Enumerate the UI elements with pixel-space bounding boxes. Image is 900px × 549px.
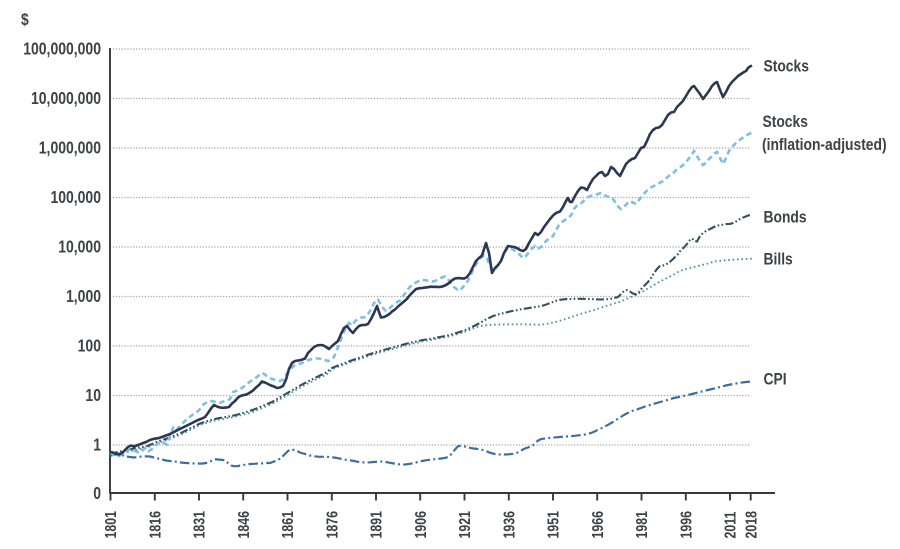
svg-text:2011: 2011 [721,511,739,538]
svg-text:1891: 1891 [367,511,385,539]
svg-text:1831: 1831 [190,511,208,539]
svg-text:1: 1 [93,436,101,455]
svg-text:1,000,000: 1,000,000 [39,139,101,158]
svg-text:1816: 1816 [146,511,164,539]
svg-text:10,000: 10,000 [58,238,101,257]
svg-text:100,000: 100,000 [50,189,101,208]
svg-text:Stocks: Stocks [763,113,808,131]
svg-text:2018: 2018 [742,511,760,539]
svg-text:10,000,000: 10,000,000 [31,90,101,109]
svg-text:$: $ [21,11,29,30]
svg-text:Stocks: Stocks [764,57,809,75]
svg-text:1861: 1861 [279,511,297,539]
svg-text:1951: 1951 [544,511,562,539]
svg-text:(inflation-adjusted): (inflation-adjusted) [762,136,887,154]
svg-text:Bills: Bills [764,250,793,268]
svg-text:10: 10 [85,387,101,406]
svg-text:100,000,000: 100,000,000 [23,40,101,59]
svg-text:0: 0 [93,485,101,504]
svg-text:100: 100 [78,337,102,356]
svg-text:1846: 1846 [234,511,252,539]
svg-text:1,000: 1,000 [66,288,101,307]
svg-text:1936: 1936 [500,511,518,539]
svg-text:1981: 1981 [633,511,651,539]
svg-text:1906: 1906 [412,511,430,539]
svg-text:Bonds: Bonds [764,208,807,226]
svg-text:1801: 1801 [102,511,120,539]
svg-text:CPI: CPI [764,370,787,388]
svg-text:1966: 1966 [589,511,607,539]
svg-text:1921: 1921 [456,511,474,539]
svg-text:1876: 1876 [323,511,341,539]
svg-text:1996: 1996 [677,511,695,539]
